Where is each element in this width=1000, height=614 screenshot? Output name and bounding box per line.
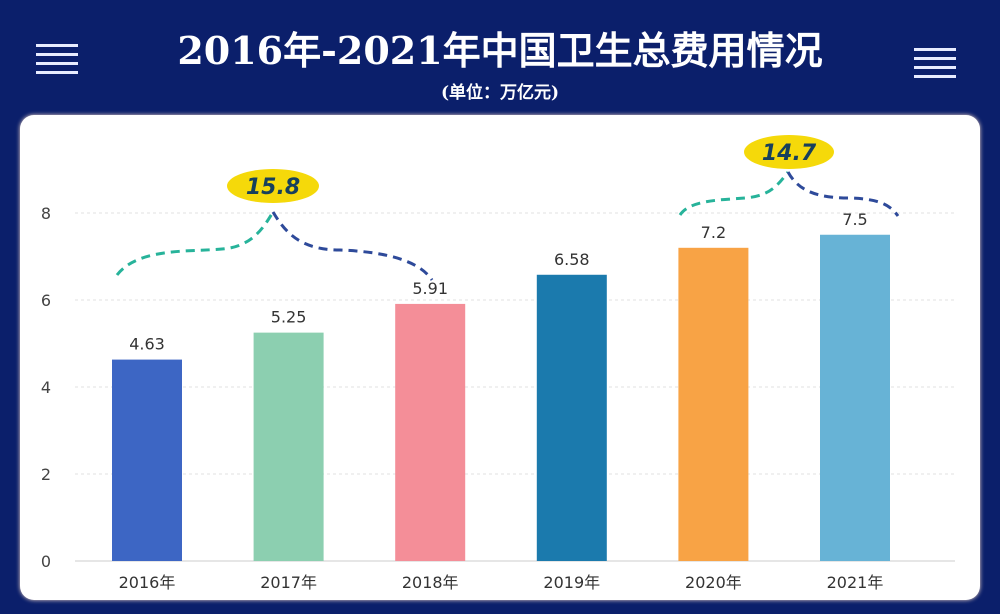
value-label: 5.25 <box>271 308 307 327</box>
annotation-label: 15.8 <box>246 175 300 200</box>
value-label: 7.5 <box>842 210 867 229</box>
menu-icon-left <box>36 44 78 80</box>
annotation-badge <box>744 135 834 169</box>
y-tick-label: 2 <box>41 465 51 484</box>
bar-2019年 <box>536 274 607 561</box>
value-label: 5.91 <box>412 279 448 298</box>
x-tick-label: 2017年 <box>260 573 317 592</box>
brace-right <box>271 211 434 281</box>
brace-left <box>115 211 275 276</box>
chart-unit: (单位：万亿元) <box>440 83 560 103</box>
y-tick-label: 8 <box>41 204 51 223</box>
bar-2017年 <box>253 332 324 561</box>
annotation-badge <box>227 169 319 203</box>
menu-icon-right <box>914 48 956 84</box>
bar-2016年 <box>112 359 182 561</box>
x-tick-label: 2016年 <box>119 573 176 592</box>
chart-title: 2016年-2021年中国卫生总费用情况 <box>177 28 823 73</box>
x-tick-label: 2021年 <box>827 573 884 592</box>
x-tick-label: 2019年 <box>543 573 600 592</box>
annotation-label: 14.7 <box>762 141 817 166</box>
x-tick-label: 2018年 <box>402 573 459 592</box>
value-label: 4.63 <box>129 335 165 354</box>
bar-2021年 <box>820 234 890 561</box>
value-label: 7.2 <box>701 223 726 242</box>
brace-left <box>678 171 790 216</box>
y-tick-label: 0 <box>41 552 51 571</box>
bar-2018年 <box>395 303 466 561</box>
brace-right <box>786 171 900 217</box>
y-tick-label: 4 <box>41 378 51 397</box>
bar-2020年 <box>678 247 749 562</box>
value-label: 6.58 <box>554 250 590 269</box>
x-tick-label: 2020年 <box>685 573 742 592</box>
y-tick-label: 6 <box>41 291 51 310</box>
